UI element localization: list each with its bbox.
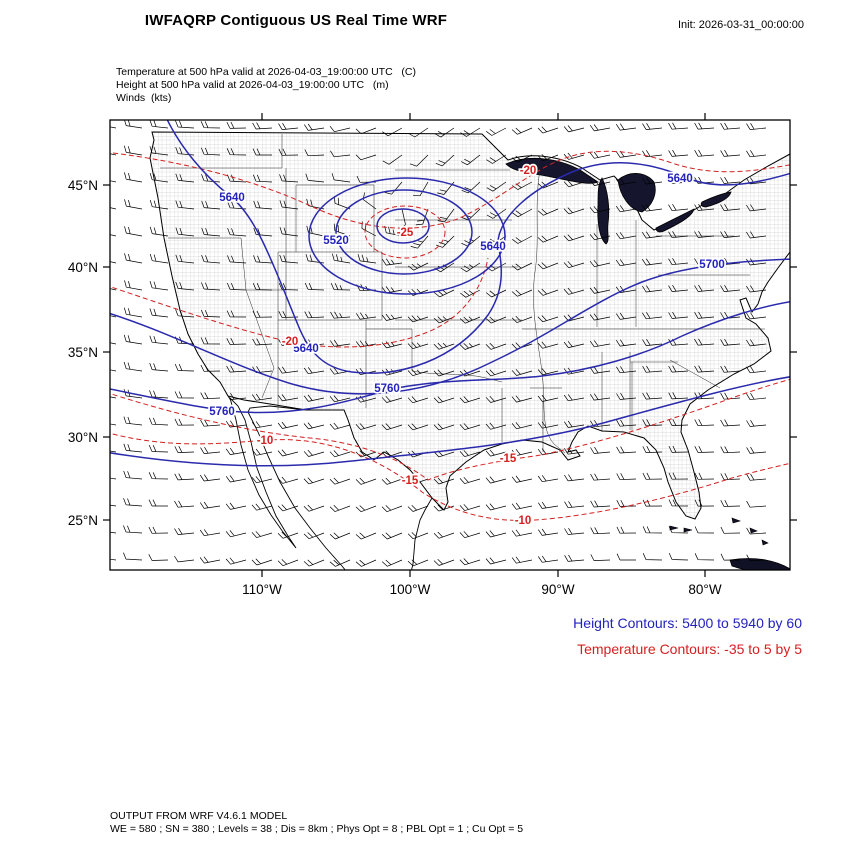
svg-text:80°W: 80°W	[688, 582, 721, 597]
svg-text:110°W: 110°W	[242, 582, 282, 597]
temp-contour--20-north	[110, 150, 790, 229]
height-contour-5820	[110, 376, 790, 467]
height-contour-5580	[308, 177, 506, 295]
lake-erie	[655, 208, 695, 233]
map-panel: 5640 5520 5640 5640 5700 5640 5760 5760 -20 -25 -2…	[68, 113, 797, 597]
height-contours	[110, 120, 790, 467]
svg-text:35°N: 35°N	[68, 345, 98, 360]
svg-text:25°N: 25°N	[68, 513, 98, 528]
temp-contour--25-closed	[364, 205, 446, 259]
svg-text:5520: 5520	[323, 235, 349, 247]
contour-labels: 5640 5520 5640 5640 5700 5640 5760 5760 -20 -25 -2…	[207, 163, 726, 529]
footer-model-version: OUTPUT FROM WRF V4.6.1 MODEL	[110, 810, 288, 822]
height-contour-5640	[166, 120, 790, 374]
svg-text:-25: -25	[397, 227, 414, 239]
subtitle-height: Height at 500 hPa valid at 2026-04-03_19…	[116, 79, 389, 91]
weather-map: 5640 5520 5640 5640 5700 5640 5760 5760 -20 -25 -2…	[68, 113, 797, 597]
model-info: OUTPUT FROM WRF V4.6.1 MODEL WE = 580 ; …	[110, 810, 523, 836]
cuba-island	[729, 558, 790, 570]
svg-text:40°N: 40°N	[68, 260, 98, 275]
axis-ticks	[103, 113, 797, 577]
height-contour-5700	[110, 258, 790, 395]
svg-text:-15: -15	[402, 475, 419, 487]
svg-text:5640: 5640	[219, 192, 245, 204]
contour-legend: Height Contours: 5400 to 5940 by 60 Temp…	[573, 610, 802, 662]
mexico-baja-peninsula	[229, 396, 297, 549]
temperature-contours	[110, 150, 790, 521]
svg-text:5640: 5640	[480, 241, 506, 253]
temp-contour--15	[110, 378, 790, 481]
svg-text:5640: 5640	[667, 173, 693, 185]
temp-contour--20-west	[110, 257, 489, 348]
svg-text:5760: 5760	[374, 383, 400, 395]
svg-text:90°W: 90°W	[541, 582, 574, 597]
landmass	[149, 131, 790, 570]
bahamas-islands	[669, 517, 769, 546]
init-timestamp: Init: 2026-03-31_00:00:00	[678, 19, 804, 31]
legend-height-contours: Height Contours: 5400 to 5940 by 60	[573, 615, 802, 631]
page-title: IWFAQRP Contiguous US Real Time WRF	[144, 12, 448, 29]
subtitle-temperature: Temperature at 500 hPa valid at 2026-04-…	[116, 66, 417, 78]
mexico-mainland	[247, 405, 433, 570]
field-descriptions: Temperature at 500 hPa valid at 2026-04-…	[116, 66, 416, 105]
svg-text:-10: -10	[515, 515, 532, 527]
svg-text:5640: 5640	[293, 343, 319, 355]
height-contour-inner-closed	[376, 208, 430, 244]
svg-text:-20: -20	[520, 165, 537, 177]
axis-labels: 45°N 40°N 35°N 30°N 25°N 110°W 100°W 90°W 80°W	[68, 178, 722, 597]
svg-text:5700: 5700	[699, 259, 725, 271]
height-contour-5520	[335, 189, 473, 275]
svg-text:5760: 5760	[209, 406, 235, 418]
svg-text:100°W: 100°W	[390, 582, 431, 597]
svg-text:-20: -20	[282, 336, 299, 348]
map-frame	[109, 119, 791, 571]
svg-text:45°N: 45°N	[68, 178, 98, 193]
subtitle-winds: Winds (kts)	[116, 92, 172, 104]
temp-contour--10	[110, 432, 790, 521]
lake-ontario	[700, 191, 732, 208]
legend-temperature-contours: Temperature Contours: -35 to 5 by 5	[577, 641, 802, 657]
height-contour-5760	[110, 301, 790, 414]
wind-barbs	[110, 120, 767, 567]
svg-text:-15: -15	[500, 453, 517, 465]
footer-model-config: WE = 580 ; SN = 380 ; Levels = 38 ; Dis …	[110, 823, 524, 835]
svg-text:-10: -10	[257, 435, 274, 447]
lake-superior	[505, 158, 599, 184]
svg-text:30°N: 30°N	[68, 430, 98, 445]
